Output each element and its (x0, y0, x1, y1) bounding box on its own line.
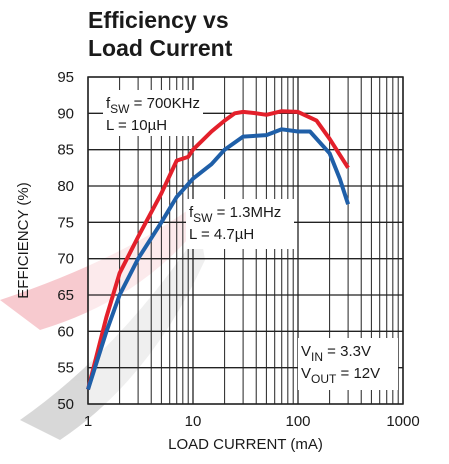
y-tick-label: 75 (57, 214, 74, 231)
y-tick-label: 50 (57, 396, 74, 413)
x-tick-label: 1 (84, 413, 92, 430)
annotation-subscript: SW (110, 102, 130, 116)
x-tick-label: 10 (185, 413, 202, 430)
annotation-text: = 1.3MHz (213, 204, 282, 221)
annotation: L = 10µH (106, 117, 167, 134)
chart-title: Load Current (88, 35, 233, 61)
y-tick-label: 55 (57, 360, 74, 377)
chart: Efficiency vsLoad Current 50 55 60 65 70 75 80 8… (0, 0, 449, 464)
x-tick-label: 1000 (386, 413, 419, 430)
y-tick-label: 65 (57, 287, 74, 304)
annotation-text: V (301, 365, 311, 382)
annotation-text: V (301, 343, 311, 360)
y-tick-label: 80 (57, 178, 74, 195)
annotation-text: L = 10µH (106, 117, 167, 134)
annotation: L = 4.7µH (189, 226, 254, 243)
annotation-text: = 700KHz (130, 95, 200, 112)
annotation-text: = 3.3V (323, 343, 371, 360)
chart-title: Efficiency vs (88, 7, 229, 33)
annotation-subscript: SW (193, 211, 213, 225)
x-axis-label: LOAD CURRENT (mA) (168, 436, 323, 453)
y-tick-label: 70 (57, 251, 74, 268)
y-tick-label: 90 (57, 105, 74, 122)
annotation-text: = 12V (336, 365, 380, 382)
y-tick-label: 60 (57, 323, 74, 340)
annotation-subscript: OUT (311, 372, 337, 386)
annotation-text: L = 4.7µH (189, 226, 254, 243)
y-axis-label: EFFICIENCY (%) (15, 182, 32, 298)
page: {"chart_data": { "type": "line", "title"… (0, 0, 449, 464)
y-tick-label: 95 (57, 69, 74, 86)
x-tick-label: 100 (285, 413, 310, 430)
annotation-subscript: IN (311, 350, 323, 364)
y-tick-label: 85 (57, 142, 74, 159)
